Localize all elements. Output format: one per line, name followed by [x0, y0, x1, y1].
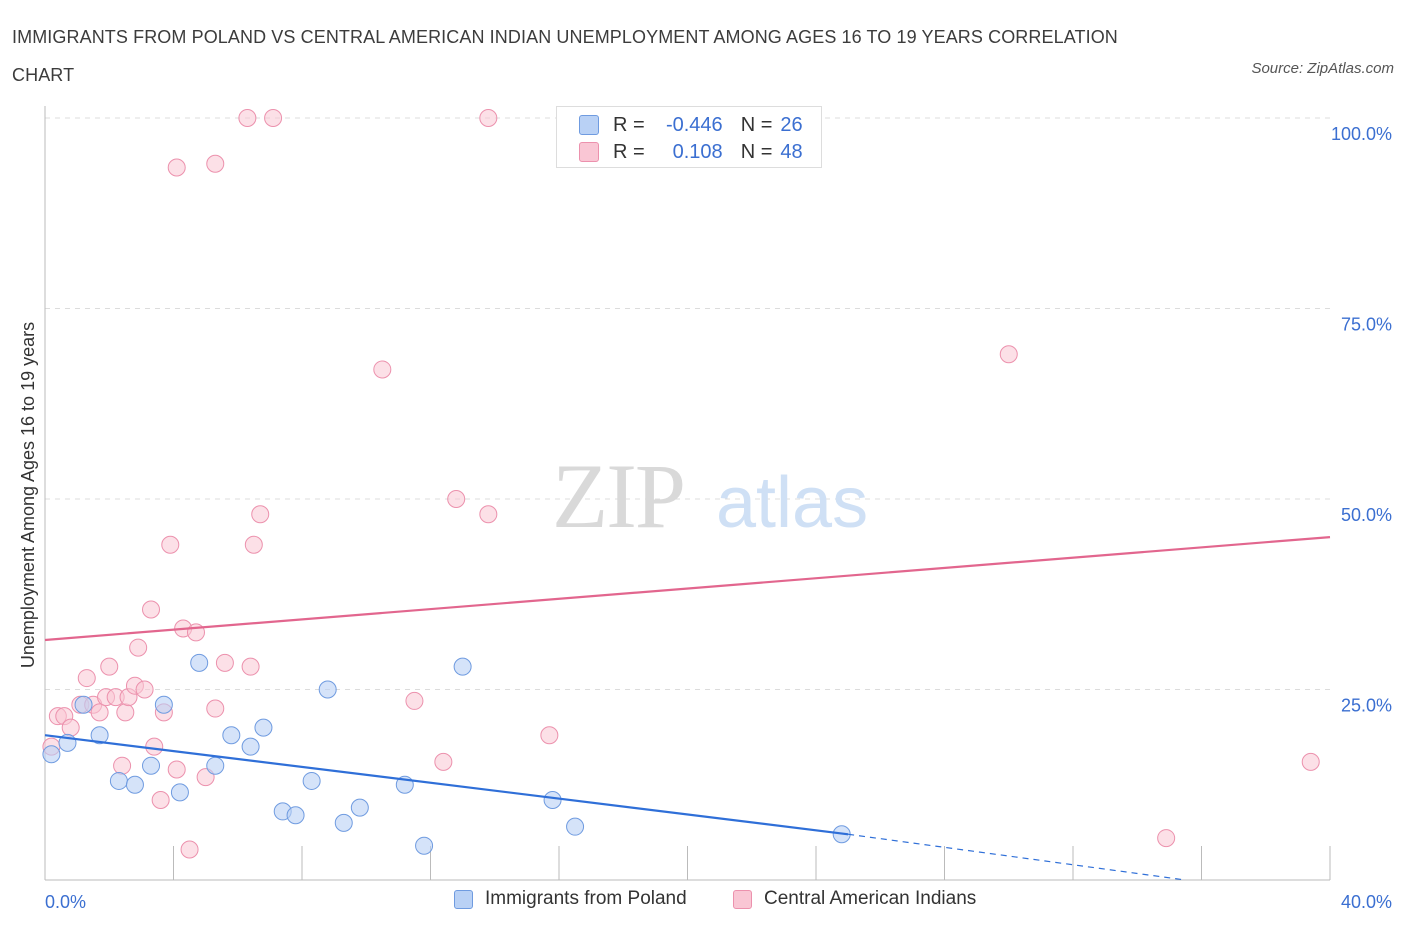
trendline-immigrants-from-poland	[44, 734, 849, 836]
point-central-american-indians	[241, 657, 260, 676]
watermark-atlas: atlas	[716, 463, 868, 543]
stats-n-label: N =	[740, 140, 773, 163]
point-immigrants-from-poland	[543, 790, 562, 809]
point-central-american-indians	[145, 737, 164, 756]
stats-r-value-poland: -0.446	[665, 113, 723, 136]
bottom-legend: Immigrants from Poland Central American …	[0, 888, 1406, 918]
x-tick-label: 0.0%	[45, 892, 86, 912]
legend-swatch-poland	[454, 889, 473, 909]
point-central-american-indians	[434, 752, 453, 771]
point-central-american-indians	[251, 505, 270, 524]
point-central-american-indians	[142, 600, 161, 619]
point-immigrants-from-poland	[415, 836, 434, 855]
point-central-american-indians	[479, 505, 498, 524]
series-central-american-indians	[42, 109, 1320, 859]
point-central-american-indians	[244, 535, 263, 554]
point-central-american-indians	[540, 726, 559, 745]
point-immigrants-from-poland	[42, 745, 61, 764]
point-central-american-indians	[135, 680, 154, 699]
point-central-american-indians	[61, 718, 80, 737]
y-tick-label: 25.0%	[1341, 696, 1392, 716]
point-central-american-indians	[206, 154, 225, 173]
y-axis-label: Unemployment Among Ages 16 to 19 years	[18, 322, 38, 668]
x-tick-label: 40.0%	[1341, 892, 1392, 912]
point-central-american-indians	[264, 109, 283, 127]
y-tick-label: 75.0%	[1341, 315, 1392, 335]
point-central-american-indians	[238, 109, 257, 127]
stats-r-label: R =	[613, 113, 645, 136]
point-central-american-indians	[1157, 829, 1176, 848]
stats-n-value-cai: 48	[780, 140, 803, 163]
stats-swatch-cai	[579, 142, 599, 162]
point-immigrants-from-poland	[334, 813, 353, 832]
chart-title: IMMIGRANTS FROM POLAND VS CENTRAL AMERIC…	[12, 27, 1118, 85]
watermark-zip: ZIP	[552, 445, 684, 547]
stats-row-cai: R = 0.108 N = 48	[579, 138, 803, 166]
stats-swatch-poland	[579, 115, 599, 135]
stats-n-value-poland: 26	[780, 113, 803, 136]
point-immigrants-from-poland	[142, 756, 161, 775]
point-immigrants-from-poland	[125, 775, 144, 794]
point-immigrants-from-poland	[206, 756, 225, 775]
point-central-american-indians	[447, 490, 466, 508]
point-immigrants-from-poland	[318, 680, 337, 699]
source-label: Source: ZipAtlas.com	[1251, 60, 1394, 77]
point-immigrants-from-poland	[109, 771, 128, 790]
legend-label-poland: Immigrants from Poland	[485, 888, 687, 909]
point-central-american-indians	[90, 703, 109, 722]
point-immigrants-from-poland	[566, 817, 585, 836]
point-immigrants-from-poland	[453, 657, 472, 676]
point-central-american-indians	[167, 158, 186, 177]
point-immigrants-from-poland	[90, 726, 109, 745]
watermark: ZIP atlas	[552, 445, 868, 547]
point-central-american-indians	[206, 699, 225, 718]
point-central-american-indians	[167, 760, 186, 779]
point-central-american-indians	[180, 840, 199, 859]
legend-label-cai: Central American Indians	[764, 888, 977, 909]
tick-labels: 25.0% 50.0% 75.0% 100.0% 0.0% 40.0%	[45, 124, 1392, 912]
point-central-american-indians	[215, 653, 234, 672]
point-central-american-indians	[116, 703, 135, 722]
point-immigrants-from-poland	[350, 798, 369, 817]
point-central-american-indians	[161, 535, 180, 554]
trendline-central-american-indians	[44, 536, 1331, 642]
legend-swatch-cai	[733, 889, 752, 909]
point-central-american-indians	[479, 109, 498, 127]
stats-r-label: R =	[613, 140, 645, 163]
point-central-american-indians	[405, 691, 424, 710]
point-central-american-indians	[151, 790, 170, 809]
point-central-american-indians	[1301, 752, 1320, 771]
legend-item-poland[interactable]: Immigrants from Poland	[454, 888, 687, 910]
point-immigrants-from-poland	[154, 695, 173, 714]
stats-legend: R = -0.446 N = 26 R = 0.108 N = 48	[556, 106, 822, 168]
point-immigrants-from-poland	[170, 783, 189, 802]
point-central-american-indians	[129, 638, 148, 657]
stats-n-label: N =	[740, 113, 773, 136]
legend-item-cai[interactable]: Central American Indians	[733, 888, 976, 910]
trendline-extension-immigrants-from-poland	[848, 833, 1186, 881]
point-immigrants-from-poland	[190, 653, 209, 672]
point-central-american-indians	[100, 657, 119, 676]
y-tick-label: 50.0%	[1341, 505, 1392, 525]
point-immigrants-from-poland	[74, 695, 93, 714]
point-immigrants-from-poland	[254, 718, 273, 737]
y-tick-label: 100.0%	[1331, 124, 1392, 144]
point-central-american-indians	[999, 345, 1018, 364]
stats-row-poland: R = -0.446 N = 26	[579, 111, 803, 139]
point-immigrants-from-poland	[302, 771, 321, 790]
axes	[44, 106, 1331, 881]
series-immigrants-from-poland	[42, 653, 851, 855]
stats-r-value-cai: 0.108	[672, 140, 723, 163]
point-central-american-indians	[373, 360, 392, 379]
trend-lines	[44, 536, 1331, 881]
point-immigrants-from-poland	[241, 737, 260, 756]
point-immigrants-from-poland	[286, 806, 305, 825]
point-central-american-indians	[77, 669, 96, 688]
point-central-american-indians	[113, 756, 132, 775]
gridlines	[45, 117, 1330, 690]
point-immigrants-from-poland	[222, 726, 241, 745]
